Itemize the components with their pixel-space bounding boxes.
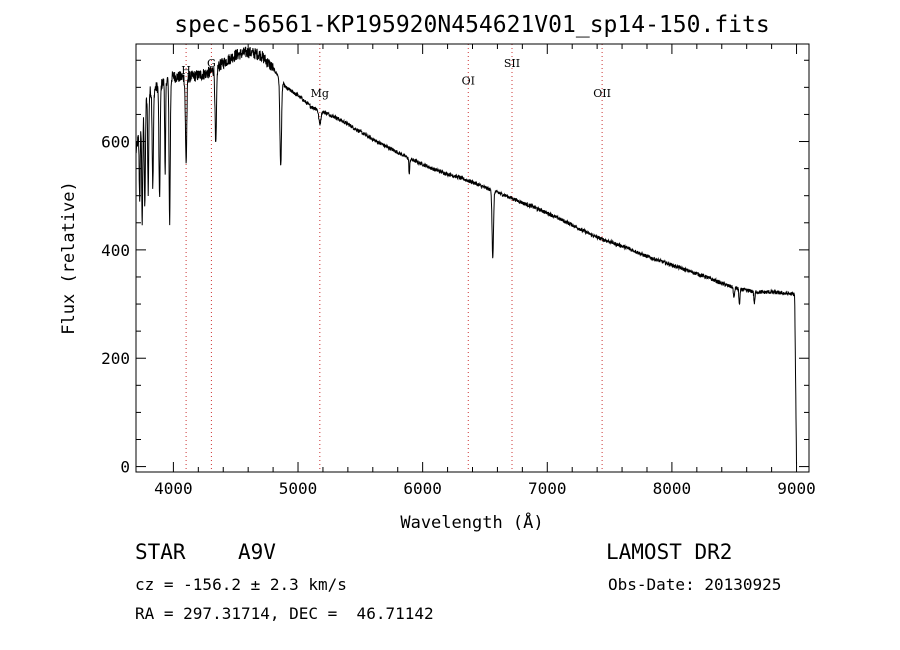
y-tick-label: 400: [101, 241, 130, 260]
y-tick-label: 600: [101, 133, 130, 152]
line-marker-label-4: SII: [504, 57, 520, 70]
y-axis-label: Flux (relative): [59, 181, 79, 335]
survey-name: LAMOST DR2: [606, 540, 733, 564]
line-marker-label-0: H: [181, 64, 191, 77]
x-tick-label: 9000: [777, 479, 816, 498]
x-tick-label: 8000: [653, 479, 692, 498]
y-tick-label: 0: [120, 458, 130, 477]
obs-date: Obs-Date: 20130925: [608, 575, 782, 594]
x-tick-label: 7000: [528, 479, 567, 498]
x-axis-label: Wavelength (Å): [400, 511, 543, 533]
line-marker-label-2: Mg: [311, 87, 329, 100]
spectrum-line: [135, 46, 797, 464]
plot-area: H G Mg OI SII OII 4000 5000 6000 7000 8000 9000 0 200…: [101, 43, 816, 498]
x-tick-label: 5000: [279, 479, 318, 498]
object-subclass: A9V: [238, 540, 276, 564]
line-marker-label-5: OII: [593, 87, 611, 100]
redshift-line: cz = -156.2 ± 2.3 km/s: [135, 575, 347, 594]
plot-frame: [135, 43, 810, 473]
line-marker-label-3: OI: [462, 75, 475, 88]
x-tick-label: 4000: [154, 479, 193, 498]
x-tick-label: 6000: [403, 479, 442, 498]
coordinates: RA = 297.31714, DEC = 46.71142: [135, 604, 434, 623]
object-class: STAR: [135, 540, 186, 564]
line-marker-label-1: G: [207, 57, 216, 70]
chart-title: spec-56561-KP195920N454621V01_sp14-150.f…: [174, 12, 769, 38]
y-tick-label: 200: [101, 349, 130, 368]
